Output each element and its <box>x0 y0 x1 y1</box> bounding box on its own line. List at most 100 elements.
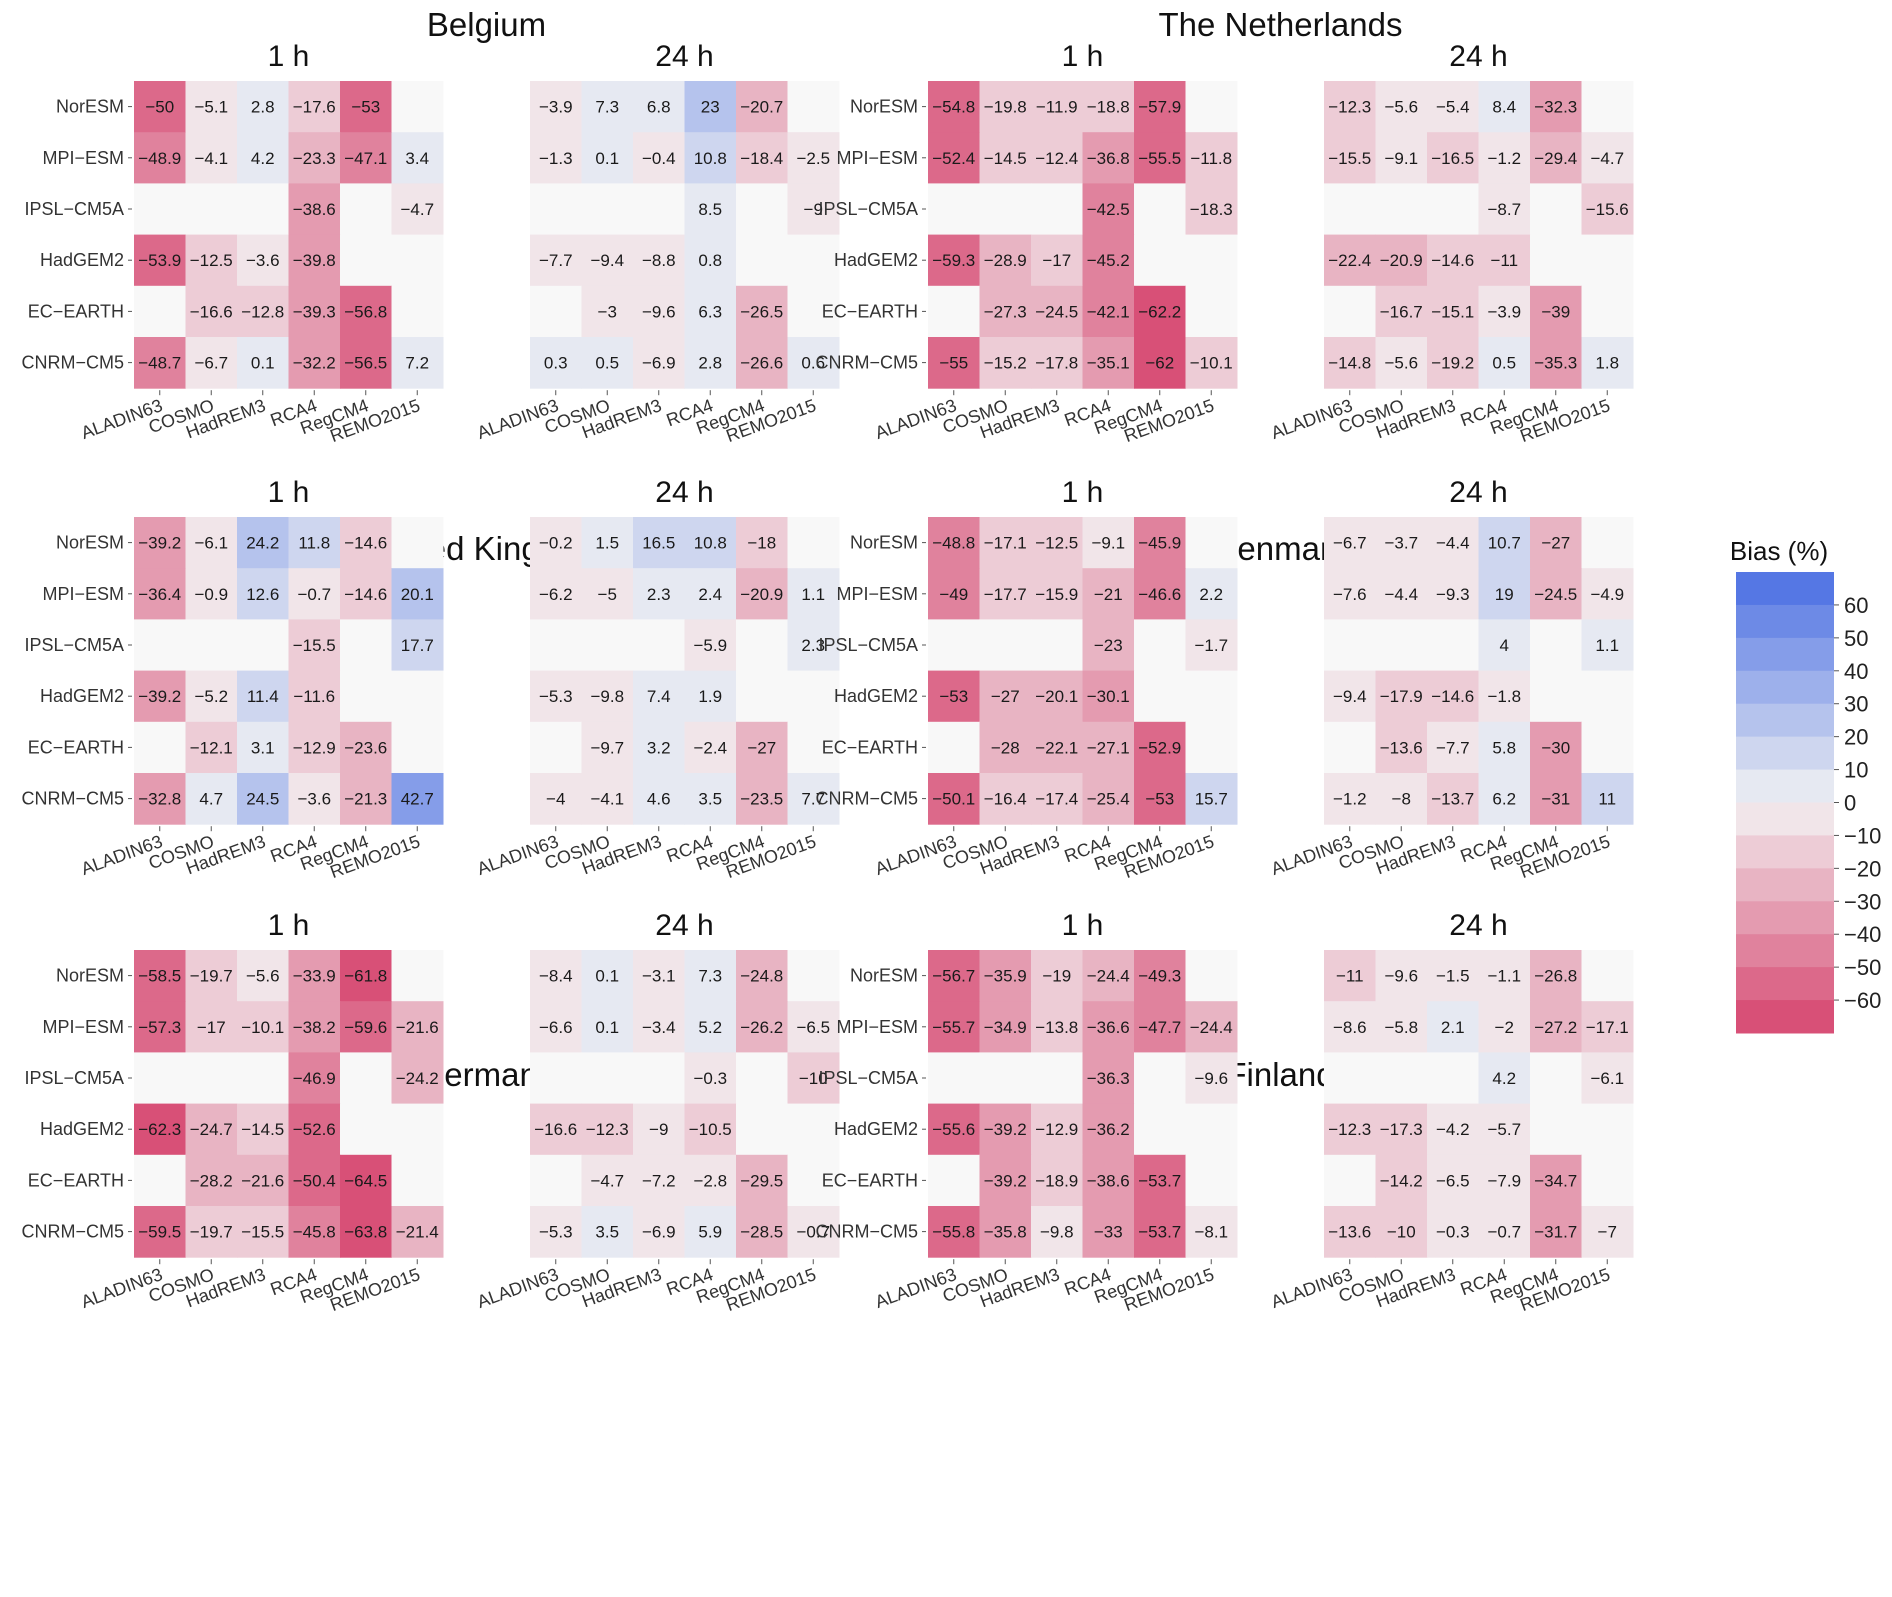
heatmap-cell <box>134 619 186 672</box>
heatmap-cell <box>787 234 840 287</box>
heatmap-cell <box>1031 132 1083 184</box>
heatmap-cell <box>391 132 444 184</box>
colorbar-tick-label: 60 <box>1844 593 1868 618</box>
cell-value: −22.4 <box>1328 251 1371 270</box>
heatmap-cell <box>1375 1103 1428 1156</box>
heatmap-cell <box>391 81 444 133</box>
colorbar-tick-label: −10 <box>1844 823 1881 848</box>
heatmap-cell <box>185 337 238 389</box>
row-label: MPI−ESM <box>42 148 124 168</box>
heatmap-cell <box>134 568 186 620</box>
heatmap-cell <box>237 81 289 133</box>
cell-value: 10.8 <box>694 149 727 168</box>
heatmap-cell <box>736 234 788 287</box>
cell-value: −20.7 <box>740 98 783 117</box>
heatmap-cell <box>530 183 582 236</box>
heatmap-cell <box>237 721 289 774</box>
heatmap-cell <box>1375 1154 1428 1207</box>
heatmap-cell <box>288 721 341 774</box>
cell-value: −36.3 <box>1087 1069 1130 1088</box>
cell-value: −8.7 <box>1487 200 1521 219</box>
heatmap-cell <box>581 337 634 389</box>
heatmap-cell <box>928 517 980 569</box>
cell-value: −24.5 <box>1534 585 1577 604</box>
heatmap-cell <box>1581 517 1634 569</box>
cell-value: −28.5 <box>740 1223 783 1242</box>
cell-value: −62 <box>1145 354 1174 373</box>
heatmap-cell <box>1427 183 1479 236</box>
heatmap-cell <box>787 132 840 184</box>
heatmap-cell <box>1082 81 1135 133</box>
cell-value: 3.1 <box>251 738 275 757</box>
cell-value: 5.9 <box>698 1223 722 1242</box>
heatmap-cell <box>530 132 582 184</box>
heatmap-cell <box>1427 81 1479 133</box>
heatmap-cell <box>1134 1052 1186 1105</box>
heatmap-cell <box>787 285 840 338</box>
row-label: CNRM−CM5 <box>815 1222 918 1242</box>
heatmap-cell <box>787 183 840 236</box>
heatmap-cell <box>684 670 737 723</box>
country-title: Finland <box>1226 1056 1334 1093</box>
heatmap-cell <box>1134 183 1186 236</box>
colorbar-band <box>1736 868 1834 902</box>
heatmap-cell <box>288 1206 341 1258</box>
heatmap-cell <box>1082 1052 1135 1105</box>
cell-value: 7.3 <box>698 967 722 986</box>
heatmap-cell <box>979 285 1032 338</box>
heatmap-cell <box>1082 568 1135 620</box>
heatmap-cell <box>1530 81 1582 133</box>
heatmap-cell <box>1324 773 1376 825</box>
heatmap-cell <box>134 950 186 1002</box>
heatmap-cell <box>684 132 737 184</box>
heatmap-cell <box>684 517 737 569</box>
heatmap-cell <box>1581 721 1634 774</box>
heatmap-cell <box>581 1001 634 1053</box>
heatmap-cell <box>928 568 980 620</box>
heatmap-cell <box>1324 1206 1376 1258</box>
cell-value: 11.4 <box>247 687 279 706</box>
heatmap-cell <box>1185 132 1238 184</box>
cell-value: −5.2 <box>194 687 228 706</box>
heatmap-cell <box>684 950 737 1002</box>
cell-value: −15.9 <box>1035 585 1078 604</box>
cell-value: 42.7 <box>401 790 434 809</box>
heatmap-cell <box>1031 1206 1083 1258</box>
colorbar-band <box>1736 572 1834 606</box>
cell-value: 1.9 <box>698 687 722 706</box>
cell-value: −6.7 <box>1333 534 1367 553</box>
heatmap-cell <box>1134 773 1186 825</box>
heatmap-cell <box>1324 670 1376 723</box>
heatmap-cell <box>979 950 1032 1002</box>
heatmap-cell <box>1375 721 1428 774</box>
cell-value: −21.6 <box>396 1018 439 1037</box>
cell-value: −1.2 <box>1333 790 1367 809</box>
heatmap-panel: 1 h −54.8 −19.8 −11.9 −18.8 −57.9 −52.4 −14.5 −1… <box>815 40 1238 446</box>
cell-value: −28.2 <box>190 1171 233 1190</box>
heatmap-cell <box>237 1206 289 1258</box>
heatmap-cell <box>633 337 685 389</box>
heatmap-cell <box>581 132 634 184</box>
heatmap-cell <box>1031 234 1083 287</box>
cell-value: 15.7 <box>1195 790 1228 809</box>
heatmap-cell <box>237 1154 289 1207</box>
cell-value: −35.9 <box>984 967 1027 986</box>
heatmap-cell <box>185 773 238 825</box>
cell-value: 4.2 <box>251 149 275 168</box>
heatmap-cell <box>928 337 980 389</box>
heatmap-cell <box>134 337 186 389</box>
cell-value: −57.3 <box>138 1018 181 1037</box>
heatmap-cell <box>340 1103 392 1156</box>
cell-value: −27.1 <box>1087 738 1130 757</box>
cell-value: 2.3 <box>647 585 671 604</box>
heatmap-cell <box>134 81 186 133</box>
heatmap-cell <box>391 1103 444 1156</box>
cell-value: −29.4 <box>1534 149 1577 168</box>
cell-value: 6.3 <box>698 302 722 321</box>
heatmap-cell <box>1530 337 1582 389</box>
cell-value: −12.9 <box>293 738 336 757</box>
heatmap-cell <box>1324 568 1376 620</box>
heatmap-cell <box>633 132 685 184</box>
heatmap-cell <box>1478 1154 1531 1207</box>
cell-value: −5.3 <box>539 1223 573 1242</box>
